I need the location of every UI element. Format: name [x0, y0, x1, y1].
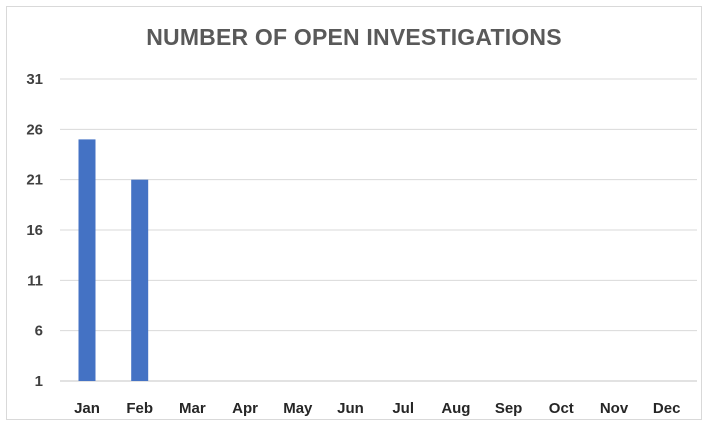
x-tick-label-nov: Nov — [600, 400, 629, 417]
gridlines — [60, 78, 697, 382]
y-tick-label: 26 — [26, 121, 43, 138]
y-tick-label: 11 — [27, 272, 43, 289]
bar-feb — [131, 179, 149, 381]
x-tick-label-aug: Aug — [441, 400, 470, 417]
x-tick-label-jun: Jun — [337, 400, 364, 417]
x-tick-label-feb: Feb — [126, 400, 153, 417]
x-tick-label-apr: Apr — [232, 400, 258, 417]
x-tick-label-mar: Mar — [179, 400, 206, 417]
x-tick-label-jan: Jan — [74, 400, 100, 417]
x-tick-label-sep: Sep — [495, 400, 523, 417]
chart-title: NUMBER OF OPEN INVESTIGATIONS — [146, 24, 562, 50]
x-tick-label-jul: Jul — [392, 400, 414, 417]
bar-jan — [78, 139, 96, 381]
x-tick-label-dec: Dec — [653, 400, 681, 417]
bars — [78, 139, 149, 381]
y-tick-label: 16 — [26, 222, 43, 239]
x-tick-label-oct: Oct — [549, 400, 574, 417]
y-tick-label: 6 — [35, 323, 43, 340]
chart-frame — [6, 6, 702, 420]
y-tick-label: 31 — [26, 71, 43, 88]
x-axis-tick-labels: Jan Feb Mar Apr May Jun Jul Aug Sep Oct Nov Dec — [74, 400, 680, 417]
y-tick-label: 21 — [26, 172, 43, 189]
y-tick-label: 1 — [35, 373, 43, 390]
x-tick-label-may: May — [283, 400, 313, 417]
